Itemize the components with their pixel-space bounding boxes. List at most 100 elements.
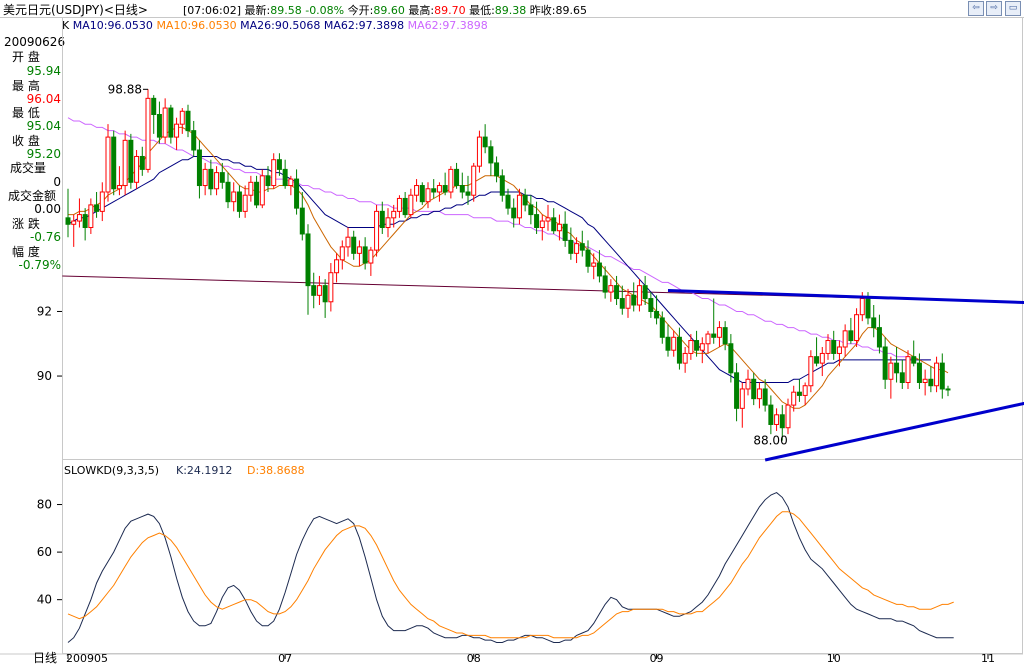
candle-body — [694, 340, 700, 351]
candle-body — [122, 139, 128, 187]
candle — [368, 246, 374, 276]
candle — [762, 379, 768, 412]
candle — [591, 253, 597, 280]
candle — [494, 156, 500, 183]
candle-body — [791, 391, 797, 406]
info-high-label: 最 高 — [12, 79, 40, 93]
candle-body — [688, 340, 694, 354]
candle-body — [808, 356, 814, 387]
candle-body — [339, 246, 345, 261]
candle — [596, 250, 602, 283]
candle — [648, 292, 654, 318]
candle — [379, 201, 385, 234]
candle-body — [722, 327, 728, 345]
candle — [174, 117, 180, 151]
ma10-value-2: MA10:96.0530 — [156, 19, 237, 32]
candle — [311, 272, 317, 309]
candle-body — [128, 139, 134, 183]
candle-body — [294, 178, 300, 209]
candle-body — [625, 294, 631, 309]
candle-body — [774, 414, 780, 425]
candle — [945, 385, 951, 397]
long-trendline — [62, 275, 1024, 303]
candle — [585, 240, 591, 273]
candle-body — [299, 207, 305, 235]
candle-body — [145, 97, 151, 170]
candle-body — [876, 327, 882, 348]
candle — [722, 321, 728, 351]
candle — [694, 330, 700, 357]
candle — [614, 275, 620, 306]
candle-body — [134, 155, 140, 183]
ma62-line — [67, 117, 931, 361]
candle — [374, 204, 380, 257]
candle — [654, 295, 660, 325]
candle — [408, 188, 414, 218]
candle — [396, 195, 402, 218]
candle — [802, 382, 808, 406]
candle-body — [271, 159, 277, 187]
candle-body — [499, 175, 505, 196]
candle-body — [905, 356, 911, 384]
candle — [282, 159, 288, 189]
candle — [322, 279, 328, 318]
candle-body — [311, 285, 317, 296]
candle-body — [196, 149, 202, 187]
candle-body — [796, 391, 802, 396]
candle — [448, 166, 454, 199]
last-label: 最新: — [244, 4, 271, 17]
candle — [465, 175, 471, 205]
candle — [294, 169, 300, 215]
info-volume: 0 — [53, 175, 61, 189]
candle-body — [179, 110, 185, 125]
candle-body — [705, 333, 711, 345]
candle-body — [591, 262, 597, 267]
candle-body — [579, 243, 585, 251]
candle-body — [894, 362, 900, 374]
info-close: 95.20 — [26, 147, 61, 161]
candle — [716, 321, 722, 347]
nav-next-button[interactable]: ⇨ — [986, 1, 1002, 16]
candle-body — [614, 285, 620, 300]
candle — [734, 363, 740, 422]
window-title: 美元日元(USDJPY)<日线> — [3, 3, 148, 17]
ma62-polyline — [67, 117, 931, 361]
candle — [562, 211, 568, 247]
info-volume-label: 成交量 — [10, 161, 47, 175]
candle-body — [379, 210, 385, 229]
candle — [625, 288, 631, 318]
candle-body — [88, 204, 94, 229]
candle — [122, 130, 128, 196]
candle — [414, 179, 420, 202]
candle — [208, 159, 214, 196]
candle — [876, 314, 882, 354]
candle — [602, 266, 608, 299]
candle — [345, 227, 351, 257]
candle — [242, 185, 248, 218]
candle-body — [734, 372, 740, 409]
candle-body — [854, 314, 860, 342]
prev-label: 昨收: — [529, 4, 556, 17]
candle-body — [659, 317, 665, 338]
candle — [402, 191, 408, 218]
candle-body — [351, 236, 357, 254]
candle — [899, 359, 905, 389]
candle — [128, 133, 134, 189]
nav-prev-button[interactable]: ⇦ — [968, 1, 984, 16]
candle-body — [654, 310, 660, 319]
candle — [894, 346, 900, 383]
candle — [911, 340, 917, 367]
candle-body — [219, 172, 225, 183]
candle — [134, 150, 140, 189]
candle-body — [551, 217, 557, 232]
candle-body — [156, 113, 162, 138]
candle — [505, 188, 511, 215]
candle-body — [482, 136, 488, 148]
candle-body — [494, 162, 500, 177]
candle-body — [265, 175, 271, 187]
kd-series-K — [67, 492, 954, 643]
restore-icon[interactable]: ▭ — [1005, 1, 1021, 16]
info-change: -0.76 — [29, 230, 61, 244]
candle-body — [888, 362, 894, 380]
candle-body — [865, 298, 871, 319]
